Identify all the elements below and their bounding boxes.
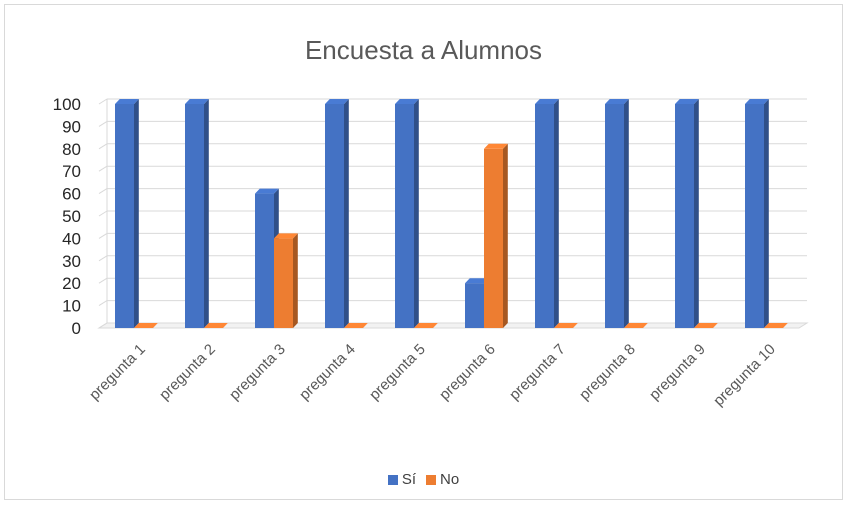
x-tick-label: pregunta 8 bbox=[576, 341, 639, 404]
bar-top bbox=[414, 323, 438, 328]
bar-side bbox=[624, 99, 629, 328]
bar-top bbox=[484, 143, 508, 149]
bar-top bbox=[764, 323, 788, 328]
legend-item: Sí bbox=[387, 471, 416, 488]
chart-title: Encuesta a Alumnos bbox=[304, 35, 543, 65]
legend-swatch bbox=[387, 474, 398, 485]
bar bbox=[484, 148, 503, 328]
x-tick-label: pregunta 5 bbox=[366, 341, 429, 404]
legend-label: No bbox=[440, 471, 460, 488]
legend-swatch bbox=[426, 474, 436, 485]
bar-top bbox=[325, 99, 349, 104]
y-tick-label: 100 bbox=[53, 95, 81, 114]
legend-item: No bbox=[426, 471, 459, 488]
chart-area: Encuesta a Alumnos 0 10 20 30 40 50 60 70 80 90 10… bbox=[4, 4, 843, 500]
bar-top bbox=[344, 323, 368, 328]
bar-side bbox=[554, 99, 559, 328]
y-tick-label: 40 bbox=[62, 229, 81, 248]
bar-side bbox=[134, 99, 139, 328]
gridline-side bbox=[98, 143, 108, 150]
y-tick-label: 20 bbox=[62, 274, 81, 293]
bar-side bbox=[293, 233, 298, 328]
y-tick-label: 60 bbox=[62, 185, 81, 204]
bar bbox=[325, 104, 344, 328]
bar-side bbox=[344, 99, 349, 328]
bar-top bbox=[204, 323, 228, 328]
bar-top bbox=[554, 323, 578, 328]
bar bbox=[395, 104, 414, 328]
legend-label: Sí bbox=[401, 471, 416, 488]
x-tick-label: pregunta 10 bbox=[710, 341, 779, 410]
x-tick-label: pregunta 9 bbox=[646, 341, 709, 404]
bar-top bbox=[605, 99, 629, 104]
bar bbox=[675, 104, 694, 328]
y-tick-label: 30 bbox=[62, 252, 81, 271]
y-tick-label: 0 bbox=[72, 319, 81, 338]
x-tick-label: pregunta 2 bbox=[156, 341, 219, 404]
y-tick-label: 50 bbox=[62, 207, 81, 226]
x-tick-label: pregunta 7 bbox=[506, 341, 569, 404]
gridline-side bbox=[98, 322, 108, 329]
y-tick-label: 80 bbox=[62, 140, 81, 159]
bar-top bbox=[624, 323, 648, 328]
y-tick-label: 90 bbox=[62, 117, 81, 136]
gridline-side bbox=[98, 210, 108, 217]
bar bbox=[115, 104, 134, 328]
gridline-side bbox=[98, 232, 108, 239]
bar-side bbox=[503, 143, 508, 328]
gridline-side bbox=[98, 120, 108, 127]
bar-top bbox=[274, 233, 298, 239]
bar bbox=[274, 238, 293, 328]
bar-side bbox=[414, 99, 419, 328]
bar-top bbox=[115, 99, 139, 104]
bar bbox=[535, 104, 554, 328]
gridline-side bbox=[98, 300, 108, 307]
gridline-side bbox=[98, 255, 108, 262]
y-tick-label: 70 bbox=[62, 162, 81, 181]
y-tick-label: 10 bbox=[62, 297, 81, 316]
bar-side bbox=[694, 99, 699, 328]
bar bbox=[255, 193, 274, 328]
x-tick-label: pregunta 4 bbox=[296, 341, 359, 404]
chart-legend: Sí No bbox=[5, 471, 842, 489]
bar bbox=[745, 104, 764, 328]
bar bbox=[605, 104, 624, 328]
x-tick-label: pregunta 3 bbox=[226, 341, 289, 404]
bar-top bbox=[395, 99, 419, 104]
gridline-side bbox=[98, 188, 108, 195]
bar bbox=[185, 104, 204, 328]
bar-side bbox=[204, 99, 209, 328]
x-tick-label: pregunta 1 bbox=[86, 341, 149, 404]
gridline-side bbox=[98, 165, 108, 172]
bar-top bbox=[255, 188, 279, 194]
bar-top bbox=[134, 323, 158, 328]
bar-side bbox=[764, 99, 769, 328]
bar-top bbox=[465, 278, 489, 284]
bar-top bbox=[185, 99, 209, 104]
bar bbox=[465, 283, 484, 328]
bar-top bbox=[675, 99, 699, 104]
gridline-side bbox=[98, 98, 108, 105]
x-tick-label: pregunta 6 bbox=[436, 341, 499, 404]
bar-top bbox=[694, 323, 718, 328]
gridline-side bbox=[98, 277, 108, 284]
bar-top bbox=[535, 99, 559, 104]
bar-top bbox=[745, 99, 769, 104]
